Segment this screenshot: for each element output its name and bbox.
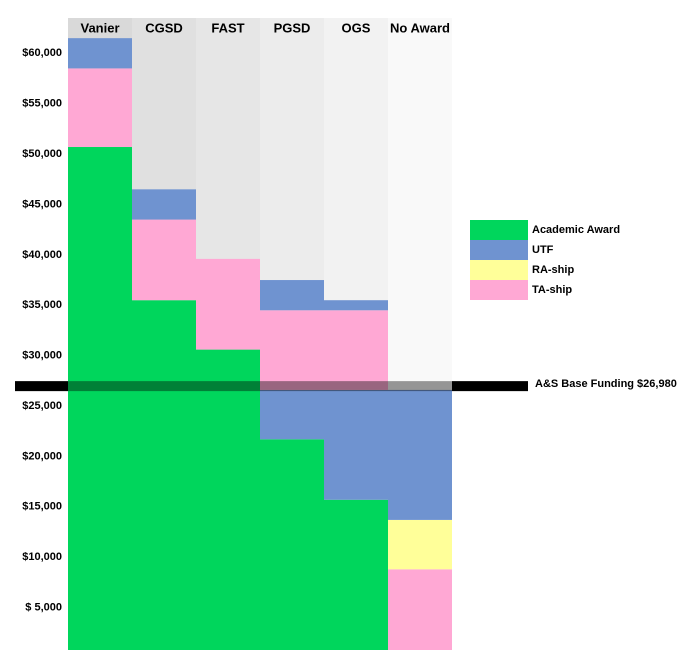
y-tick-label: $45,000: [22, 198, 62, 210]
bar-segment: [324, 300, 388, 311]
legend-label: TA-ship: [532, 284, 572, 296]
bar-segment: [324, 499, 388, 650]
column-header: OGS: [342, 20, 371, 35]
bar-segment: [68, 147, 132, 650]
bar-segment: [388, 389, 452, 520]
legend-swatch: [470, 240, 528, 260]
bar-segment: [260, 280, 324, 311]
reference-label: A&S Base Funding $26,980: [535, 378, 677, 390]
bar-segment: [196, 349, 260, 650]
legend-label: UTF: [532, 244, 554, 256]
y-tick-label: $15,000: [22, 501, 62, 513]
bar-segment: [132, 300, 196, 650]
y-tick-label: $20,000: [22, 450, 62, 462]
y-tick-label: $60,000: [22, 47, 62, 59]
y-tick-label: $50,000: [22, 148, 62, 160]
legend-label: RA-ship: [532, 264, 574, 276]
column-header: FAST: [211, 20, 244, 35]
bar-segment: [324, 310, 388, 390]
bar-segment: [196, 258, 260, 350]
column-header: Vanier: [80, 20, 119, 35]
bar-segment: [324, 389, 388, 500]
bar-segment: [68, 38, 132, 69]
bar-segment: [260, 389, 324, 440]
y-tick-label: $35,000: [22, 299, 62, 311]
bar-segment: [132, 189, 196, 220]
legend-swatch: [470, 220, 528, 240]
y-tick-label: $40,000: [22, 249, 62, 261]
y-tick-label: $25,000: [22, 400, 62, 412]
y-tick-label: $55,000: [22, 98, 62, 110]
column-header: PGSD: [274, 20, 311, 35]
bar-segment: [132, 219, 196, 301]
y-tick-label: $30,000: [22, 350, 62, 362]
legend-swatch: [470, 260, 528, 280]
bar-segment: [260, 310, 324, 390]
column-header: CGSD: [145, 20, 183, 35]
legend-swatch: [470, 280, 528, 300]
y-tick-label: $10,000: [22, 551, 62, 563]
bar-segment: [68, 68, 132, 148]
column-header: No Award: [390, 20, 450, 35]
legend-label: Academic Award: [532, 224, 620, 236]
y-tick-label: $ 5,000: [25, 602, 62, 614]
bar-segment: [388, 519, 452, 570]
bar-segment: [260, 439, 324, 650]
bar-segment: [388, 569, 452, 650]
